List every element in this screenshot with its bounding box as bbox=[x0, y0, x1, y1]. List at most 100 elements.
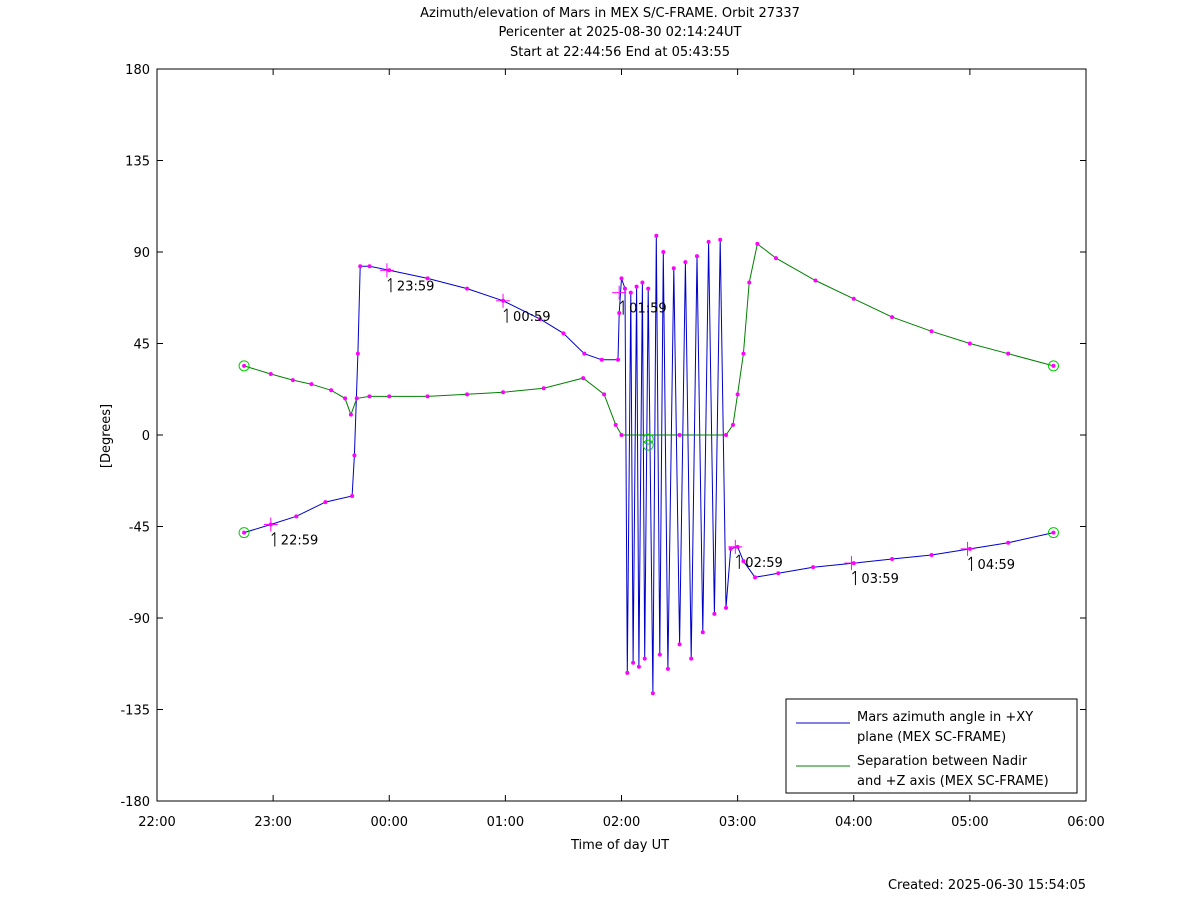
series-line-azimuth bbox=[243, 235, 1054, 694]
data-point bbox=[616, 357, 621, 362]
data-point bbox=[890, 557, 895, 562]
endpoint-circle bbox=[642, 439, 654, 451]
chart-title-line-1: Azimuth/elevation of Mars in MEX S/C-FRA… bbox=[420, 6, 800, 21]
data-point bbox=[683, 260, 688, 265]
endpoint-circle bbox=[642, 433, 654, 445]
created-timestamp: Created: 2025-06-30 15:54:05 bbox=[888, 878, 1086, 893]
y-tick-label: 90 bbox=[133, 246, 150, 261]
data-point bbox=[619, 433, 624, 437]
legend-label-azimuth-line-2: plane (MEX SC-FRAME) bbox=[857, 730, 1006, 745]
hour-label: 01:59 bbox=[629, 302, 666, 317]
hour-label: 03:59 bbox=[861, 572, 898, 587]
data-point bbox=[728, 546, 733, 551]
x-tick-label: 04:00 bbox=[835, 815, 872, 830]
data-point bbox=[343, 396, 348, 401]
data-point bbox=[538, 317, 543, 322]
x-tick-label: 00:00 bbox=[371, 815, 408, 830]
data-point bbox=[657, 652, 662, 657]
data-point bbox=[617, 311, 622, 315]
data-point bbox=[730, 422, 735, 427]
data-point bbox=[387, 394, 392, 399]
y-tick-label: 0 bbox=[142, 429, 150, 444]
y-tick-label: 180 bbox=[125, 63, 150, 78]
endpoint-circle bbox=[238, 360, 250, 372]
data-point bbox=[355, 351, 360, 356]
data-point bbox=[718, 237, 723, 242]
data-point bbox=[650, 691, 655, 696]
data-point bbox=[582, 351, 587, 356]
data-point bbox=[348, 412, 353, 417]
y-tick-label: -45 bbox=[129, 521, 150, 536]
data-point bbox=[323, 500, 328, 505]
data-point bbox=[646, 286, 651, 291]
data-point bbox=[1051, 530, 1056, 535]
x-tick-label: 23:00 bbox=[254, 815, 291, 830]
data-point bbox=[636, 664, 641, 669]
chart-title-line-3: Start at 22:44:56 End at 05:43:55 bbox=[510, 45, 730, 60]
data-point bbox=[634, 284, 639, 289]
data-point bbox=[613, 422, 618, 427]
endpoint-circle bbox=[1047, 527, 1059, 539]
data-point bbox=[642, 656, 647, 661]
data-point bbox=[851, 296, 856, 301]
hour-label: 22:59 bbox=[281, 533, 318, 548]
hour-label-arrow-head bbox=[387, 277, 392, 282]
hour-label-arrow-head bbox=[271, 532, 276, 536]
data-point bbox=[290, 378, 295, 383]
data-point bbox=[628, 290, 633, 295]
hour-label-arrow-head bbox=[968, 556, 972, 561]
hour-label-arrow-head bbox=[852, 570, 856, 575]
data-point bbox=[929, 329, 934, 334]
x-tick-label: 02:00 bbox=[603, 815, 640, 830]
data-point bbox=[242, 363, 247, 368]
data-point bbox=[425, 276, 430, 281]
data-point bbox=[706, 239, 711, 244]
legend-box bbox=[785, 698, 1078, 794]
data-point bbox=[425, 394, 430, 399]
data-point bbox=[541, 386, 546, 391]
data-point bbox=[329, 388, 334, 393]
endpoint-circle bbox=[1047, 360, 1059, 372]
data-point bbox=[665, 666, 670, 671]
data-point bbox=[677, 433, 682, 437]
data-point bbox=[622, 286, 627, 291]
data-point bbox=[929, 552, 934, 557]
x-tick-label: 03:00 bbox=[719, 815, 756, 830]
chart-title-line-2: Pericenter at 2025-08-30 02:14:24UT bbox=[498, 25, 741, 40]
x-tick-label: 01:00 bbox=[487, 815, 524, 830]
data-point bbox=[358, 264, 363, 269]
y-tick-label: -90 bbox=[129, 612, 150, 627]
hour-label: 04:59 bbox=[978, 558, 1015, 573]
hour-label-arrow-head bbox=[503, 308, 508, 313]
data-point bbox=[465, 392, 470, 397]
data-point bbox=[1006, 540, 1011, 545]
data-point bbox=[367, 394, 372, 399]
data-point bbox=[735, 392, 740, 397]
hour-label: 02:59 bbox=[745, 556, 782, 571]
data-point bbox=[700, 630, 705, 635]
data-point bbox=[309, 382, 314, 387]
data-point bbox=[654, 233, 659, 238]
legend-label-separation-line-2: and +Z axis (MEX SC-FRAME) bbox=[857, 774, 1049, 789]
x-tick-label: 22:00 bbox=[138, 815, 175, 830]
data-point bbox=[352, 453, 357, 458]
data-point bbox=[677, 642, 682, 647]
data-point bbox=[724, 605, 729, 610]
x-tick-label: 05:00 bbox=[951, 815, 988, 830]
data-point bbox=[741, 351, 746, 356]
data-point bbox=[640, 280, 645, 285]
legend-label-azimuth-line-1: Mars azimuth angle in +XY bbox=[857, 710, 1033, 725]
y-tick-label: -180 bbox=[120, 795, 150, 810]
y-tick-label: 45 bbox=[133, 338, 150, 353]
endpoint-circle bbox=[238, 527, 250, 539]
data-point bbox=[811, 565, 816, 570]
data-point bbox=[1006, 351, 1011, 356]
data-point bbox=[1051, 363, 1056, 368]
data-point bbox=[465, 286, 470, 291]
data-point bbox=[776, 571, 781, 576]
data-point bbox=[813, 278, 818, 283]
hour-label: 00:59 bbox=[513, 310, 550, 325]
hour-label-arrow-head bbox=[735, 554, 740, 559]
data-point bbox=[753, 575, 758, 580]
